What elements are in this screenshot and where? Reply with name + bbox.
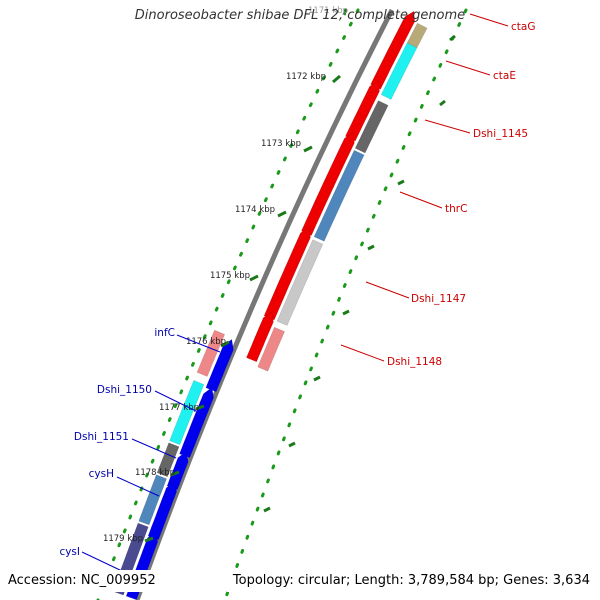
gene-label-Dshi_1148[interactable]: Dshi_1148 bbox=[387, 356, 442, 368]
gene-label-ctaE[interactable]: ctaE bbox=[493, 70, 516, 82]
callout-line bbox=[469, 13, 509, 27]
tick-label-1174: 1174 kbp bbox=[235, 205, 275, 215]
gene-label-Dshi_1145[interactable]: Dshi_1145 bbox=[473, 128, 528, 140]
dash-mark bbox=[263, 506, 271, 513]
tick-mark bbox=[144, 536, 154, 543]
gene-label-Dshi_1151[interactable]: Dshi_1151 bbox=[74, 431, 129, 443]
feature-block-gray[interactable] bbox=[354, 100, 389, 154]
gene-label-thrC[interactable]: thrC bbox=[445, 203, 467, 215]
callout-line bbox=[116, 476, 160, 497]
accession-label: Accession: NC_009952 bbox=[0, 570, 164, 592]
tick-mark bbox=[220, 340, 230, 348]
callout-line bbox=[176, 334, 221, 353]
dotted-guide-right bbox=[223, 8, 468, 600]
inner-strand-genes bbox=[112, 329, 234, 600]
tick-label-1173: 1173 kbp bbox=[261, 139, 301, 149]
tick-label-1172: 1172 kbp bbox=[286, 72, 326, 82]
feature-block-lightgray[interactable] bbox=[276, 239, 324, 326]
dash-mark bbox=[342, 309, 350, 316]
dash-mark bbox=[439, 99, 446, 107]
gene-label-cysI[interactable]: cysI bbox=[59, 546, 80, 558]
dash-mark bbox=[313, 375, 321, 382]
feature-block-cyan-inner[interactable] bbox=[169, 380, 205, 446]
tick-mark bbox=[332, 74, 341, 84]
tick-label-1177: 1177 kbp bbox=[159, 403, 199, 413]
gene-arrow-Dshi_1147[interactable] bbox=[246, 311, 274, 363]
feature-block-pink-inner[interactable] bbox=[196, 329, 226, 377]
dash-mark bbox=[397, 179, 405, 186]
callout-line bbox=[81, 551, 123, 572]
gene-label-cysH[interactable]: cysH bbox=[89, 468, 114, 480]
tick-marks bbox=[144, 8, 348, 543]
dash-mark bbox=[367, 244, 375, 251]
dotted-guide-left bbox=[96, 8, 360, 600]
callout-line bbox=[445, 60, 491, 76]
tick-mark bbox=[303, 145, 313, 153]
gene-label-ctaG[interactable]: ctaG bbox=[511, 21, 535, 33]
genome-backbone bbox=[134, 8, 395, 600]
callout-line bbox=[131, 438, 177, 459]
tick-label-1171: 1171 kbp bbox=[308, 6, 348, 16]
feature-block-pink[interactable] bbox=[257, 326, 285, 372]
dash-mark bbox=[288, 441, 296, 448]
callout-line bbox=[340, 344, 385, 362]
callout-line bbox=[365, 281, 410, 299]
gene-callouts-left bbox=[81, 334, 221, 572]
tick-label-1176: 1176 kbp bbox=[186, 337, 226, 347]
gene-label-Dshi_1147[interactable]: Dshi_1147 bbox=[411, 293, 466, 305]
gene-labels-right: ctaG ctaE Dshi_1145 thrC Dshi_1147 Dshi_… bbox=[387, 21, 535, 368]
map-title: Dinoroseobacter shibae DFL 12, complete … bbox=[134, 8, 466, 23]
gene-labels-left: infC Dshi_1150 Dshi_1151 cysH cysI bbox=[59, 327, 175, 558]
outer-strand-genes bbox=[246, 10, 428, 372]
tick-label-1179: 1179 kbp bbox=[103, 534, 143, 544]
tick-mark bbox=[342, 8, 348, 16]
tick-mark bbox=[195, 404, 205, 411]
dash-mark bbox=[449, 34, 456, 42]
gene-label-infC[interactable]: infC bbox=[154, 327, 175, 339]
callout-line bbox=[424, 119, 471, 134]
feature-block-steel[interactable] bbox=[313, 149, 365, 242]
tick-labels: 1171 kbp 1172 kbp 1173 kbp 1174 kbp 1175… bbox=[103, 6, 348, 544]
tick-mark bbox=[249, 274, 259, 282]
callout-line bbox=[154, 390, 197, 412]
tick-label-1175: 1175 kbp bbox=[210, 271, 250, 281]
genome-summary: Topology: circular; Length: 3,789,584 bp… bbox=[226, 570, 600, 592]
gene-callouts-right bbox=[340, 13, 509, 362]
callout-line bbox=[399, 191, 443, 209]
tick-mark bbox=[277, 210, 287, 218]
tick-mark bbox=[170, 470, 180, 477]
feature-block-steel-inner[interactable] bbox=[138, 474, 167, 526]
tick-label-1178: 1178 kbp bbox=[135, 468, 175, 478]
gene-label-Dshi_1150[interactable]: Dshi_1150 bbox=[97, 384, 152, 396]
feature-block-cyan[interactable] bbox=[380, 42, 418, 100]
